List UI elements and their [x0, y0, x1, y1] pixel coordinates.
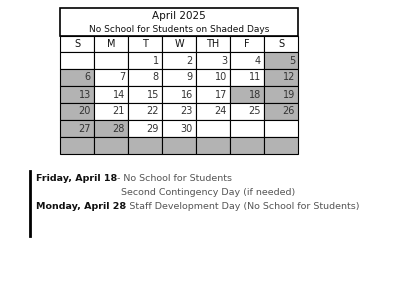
- Text: 30: 30: [180, 124, 193, 133]
- Bar: [162, 69, 196, 86]
- Bar: [60, 36, 94, 52]
- Bar: [229, 103, 263, 120]
- Text: 28: 28: [112, 124, 125, 133]
- Bar: [60, 137, 94, 154]
- Text: 2: 2: [186, 55, 193, 66]
- Text: S: S: [277, 39, 283, 49]
- Bar: [128, 69, 162, 86]
- Text: 15: 15: [146, 90, 159, 99]
- Text: April 2025: April 2025: [152, 11, 205, 21]
- Text: 16: 16: [180, 90, 193, 99]
- Bar: [196, 86, 229, 103]
- Bar: [196, 52, 229, 69]
- Bar: [94, 137, 128, 154]
- Bar: [229, 120, 263, 137]
- Bar: [229, 36, 263, 52]
- Bar: [60, 52, 94, 69]
- Bar: [263, 52, 297, 69]
- Text: 1: 1: [153, 55, 159, 66]
- Text: S: S: [74, 39, 80, 49]
- Bar: [196, 103, 229, 120]
- Text: 5: 5: [288, 55, 294, 66]
- Text: 20: 20: [79, 107, 91, 116]
- Bar: [60, 69, 94, 86]
- Bar: [128, 103, 162, 120]
- Text: 27: 27: [78, 124, 91, 133]
- Text: 21: 21: [112, 107, 125, 116]
- Bar: [94, 69, 128, 86]
- Text: 4: 4: [254, 55, 261, 66]
- Bar: [263, 120, 297, 137]
- Bar: [263, 137, 297, 154]
- Bar: [128, 36, 162, 52]
- Text: F: F: [244, 39, 249, 49]
- Text: No School for Students on Shaded Days: No School for Students on Shaded Days: [89, 25, 269, 34]
- Text: 29: 29: [146, 124, 159, 133]
- Text: 14: 14: [112, 90, 125, 99]
- Text: 9: 9: [187, 72, 193, 83]
- Text: Monday, April 28: Monday, April 28: [36, 202, 126, 211]
- Bar: [60, 8, 297, 36]
- Text: 8: 8: [153, 72, 159, 83]
- Text: 3: 3: [220, 55, 227, 66]
- Bar: [162, 86, 196, 103]
- Text: 12: 12: [282, 72, 294, 83]
- Bar: [263, 103, 297, 120]
- Bar: [60, 103, 94, 120]
- Bar: [128, 86, 162, 103]
- Bar: [94, 120, 128, 137]
- Text: 13: 13: [79, 90, 91, 99]
- Bar: [263, 36, 297, 52]
- Text: Second Contingency Day (if needed): Second Contingency Day (if needed): [121, 188, 294, 197]
- Text: 11: 11: [248, 72, 261, 83]
- Text: Friday, April 18: Friday, April 18: [36, 174, 117, 183]
- Text: 25: 25: [248, 107, 261, 116]
- Text: T: T: [142, 39, 148, 49]
- Text: 6: 6: [85, 72, 91, 83]
- Text: 19: 19: [282, 90, 294, 99]
- Bar: [162, 36, 196, 52]
- Bar: [162, 52, 196, 69]
- Text: M: M: [106, 39, 115, 49]
- Bar: [60, 120, 94, 137]
- Bar: [196, 69, 229, 86]
- Bar: [196, 36, 229, 52]
- Bar: [94, 36, 128, 52]
- Bar: [128, 52, 162, 69]
- Bar: [60, 86, 94, 103]
- Text: W: W: [174, 39, 183, 49]
- Text: 10: 10: [214, 72, 227, 83]
- Bar: [229, 69, 263, 86]
- Bar: [94, 86, 128, 103]
- Bar: [128, 137, 162, 154]
- Bar: [229, 86, 263, 103]
- Bar: [162, 120, 196, 137]
- Bar: [263, 86, 297, 103]
- Bar: [196, 120, 229, 137]
- Bar: [229, 137, 263, 154]
- Text: 26: 26: [282, 107, 294, 116]
- Text: - No School for Students: - No School for Students: [114, 174, 231, 183]
- Bar: [94, 52, 128, 69]
- Text: 18: 18: [248, 90, 261, 99]
- Bar: [94, 103, 128, 120]
- Bar: [263, 69, 297, 86]
- Text: 22: 22: [146, 107, 159, 116]
- Bar: [162, 137, 196, 154]
- Text: 24: 24: [214, 107, 227, 116]
- Bar: [162, 103, 196, 120]
- Bar: [128, 120, 162, 137]
- Bar: [196, 137, 229, 154]
- Text: TH: TH: [206, 39, 219, 49]
- Bar: [229, 52, 263, 69]
- Text: 23: 23: [180, 107, 193, 116]
- Text: 7: 7: [119, 72, 125, 83]
- Text: 17: 17: [214, 90, 227, 99]
- Text: - Staff Development Day (No School for Students): - Staff Development Day (No School for S…: [120, 202, 359, 211]
